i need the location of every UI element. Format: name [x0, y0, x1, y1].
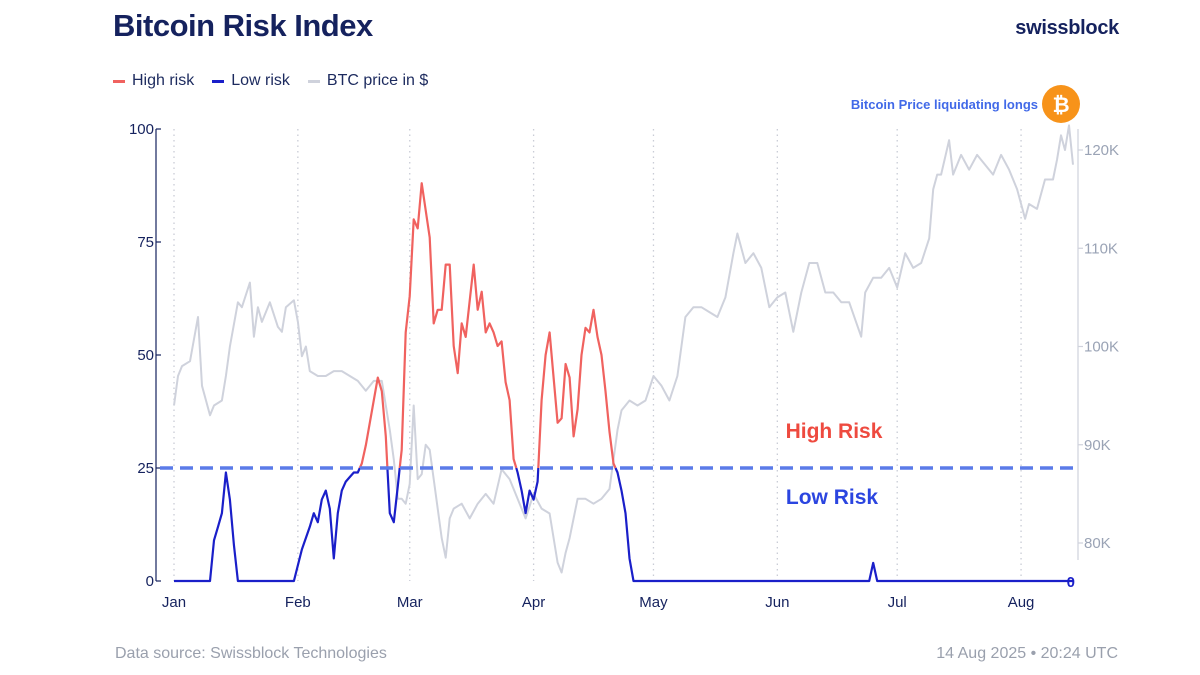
- y-left-tick-label: 25: [137, 460, 154, 477]
- legend-label-high-risk: High risk: [132, 72, 195, 89]
- page-title: Bitcoin Risk Index: [113, 8, 373, 43]
- btc-price-line: [173, 124, 1074, 574]
- y-right-tick-label: 110K: [1084, 240, 1118, 257]
- y-right-tick-label: 90K: [1084, 437, 1111, 454]
- timestamp: 14 Aug 2025 • 20:24 UTC: [936, 645, 1118, 662]
- low-risk-segment: [515, 467, 540, 515]
- y-right-tick-label: 80K: [1084, 535, 1111, 552]
- y-left-tick-label: 0: [146, 573, 154, 590]
- bitcoin-icon: [1042, 85, 1080, 123]
- high-risk-segment: [358, 376, 389, 469]
- legend-label-low-risk: Low risk: [231, 72, 290, 89]
- bitcoin-icon-glyph: ₿: [1052, 93, 1069, 117]
- high-risk-zone-label: High Risk: [786, 420, 883, 443]
- legend-item-low-risk[interactable]: Low risk: [212, 72, 290, 90]
- legend-swatch-low-risk: [212, 79, 225, 83]
- y-left-tick-label: 75: [137, 234, 154, 251]
- x-tick-label: Jan: [162, 594, 186, 611]
- current-value-label: 0: [1067, 574, 1075, 591]
- y-left-tick-label: 50: [137, 347, 154, 364]
- legend-label-btc-price: BTC price in $: [326, 72, 429, 89]
- high-risk-segment: [398, 182, 518, 469]
- legend-item-btc-price[interactable]: BTC price in $: [307, 72, 429, 90]
- legend-item-high-risk[interactable]: High risk: [113, 72, 194, 90]
- legend-swatch-btc-price: [307, 79, 320, 83]
- brand-logo: swissblock: [1015, 17, 1119, 39]
- low-risk-zone-label: Low Risk: [786, 486, 879, 509]
- low-risk-segment: [174, 467, 361, 583]
- x-tick-label: Mar: [397, 594, 423, 611]
- x-tick-label: Jul: [888, 594, 907, 611]
- y-right-tick-label: 100K: [1084, 339, 1119, 356]
- x-tick-label: May: [639, 594, 668, 611]
- y-right-tick-label: 120K: [1084, 142, 1119, 159]
- y-left-tick-label: 100: [129, 121, 154, 138]
- low-risk-segment: [614, 467, 1073, 583]
- low-risk-segment: [386, 467, 401, 524]
- chart-legend: High risk Low risk BTC price in $: [113, 72, 446, 90]
- legend-swatch-high-risk: [113, 79, 125, 83]
- high-risk-segment: [537, 308, 617, 469]
- data-source-note: Data source: Swissblock Technologies: [115, 645, 387, 662]
- x-tick-label: Apr: [522, 594, 545, 611]
- x-tick-label: Aug: [1008, 594, 1035, 611]
- x-tick-label: Jun: [765, 594, 789, 611]
- annotation-label: Bitcoin Price liquidating longs: [851, 97, 1038, 112]
- x-tick-label: Feb: [285, 594, 311, 611]
